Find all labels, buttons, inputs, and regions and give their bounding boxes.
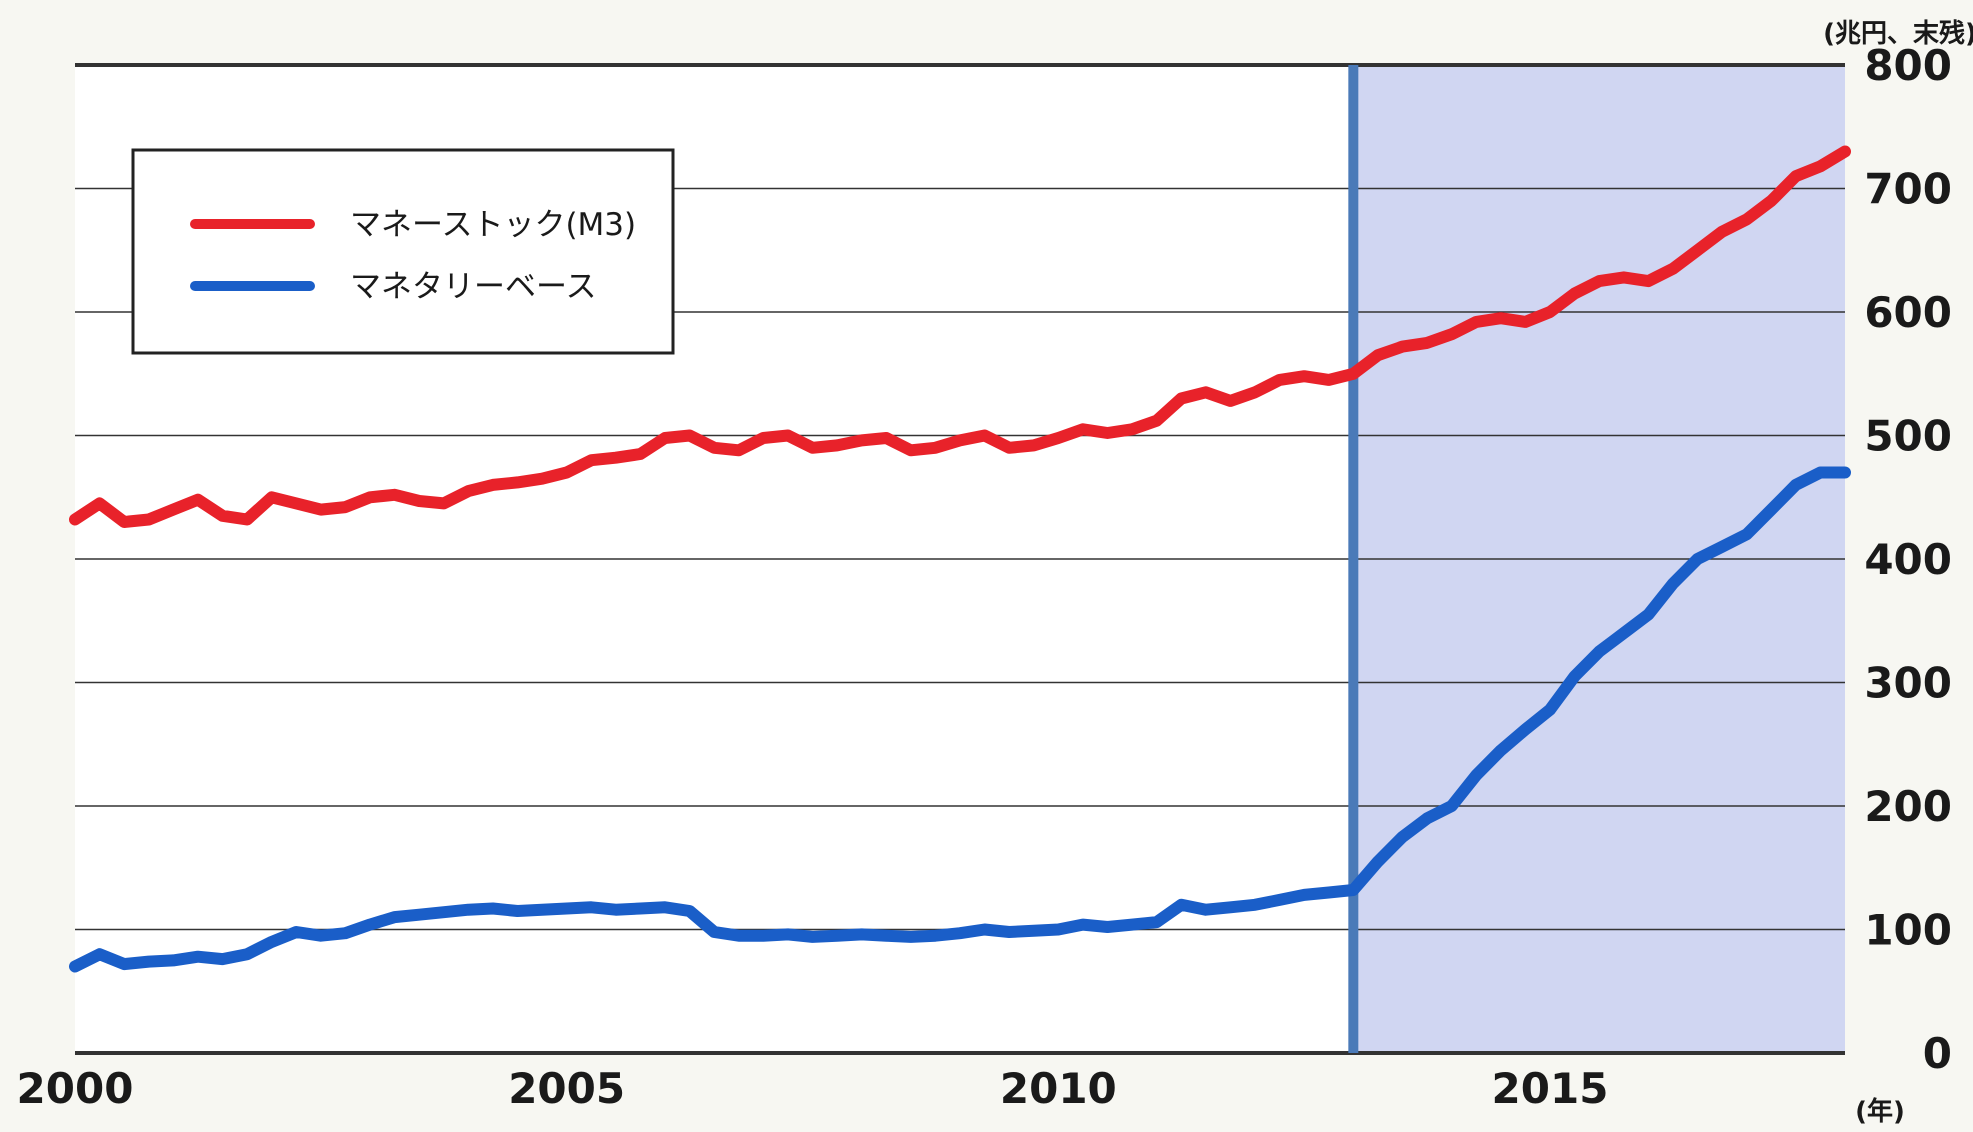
series-line-0 xyxy=(69,145,1851,528)
x-tick-label: 2000 xyxy=(17,1064,134,1113)
y-tick-label: 600 xyxy=(1864,288,1952,337)
x-tick-label: 2005 xyxy=(508,1064,625,1113)
y-unit-label: (兆円、末残) xyxy=(1823,19,1973,49)
y-tick-label: 300 xyxy=(1864,659,1952,708)
y-tick-label: 200 xyxy=(1864,782,1952,831)
x-tick-label: 2015 xyxy=(1492,1064,1609,1113)
legend-label-monetary-base: マネタリーベース xyxy=(350,269,596,305)
y-axis: 0 100 200 300 400 500 600 700 800 xyxy=(1864,41,1952,1078)
y-tick-label: 100 xyxy=(1864,906,1952,955)
legend-label-money-stock: マネーストック(M3) xyxy=(350,207,636,243)
y-tick-label: 500 xyxy=(1864,412,1952,461)
y-tick-label: 400 xyxy=(1864,535,1952,584)
y-tick-label: 0 xyxy=(1923,1029,1952,1078)
x-tick-label: 2010 xyxy=(1000,1064,1117,1113)
series-layer xyxy=(69,145,1851,973)
y-tick-label: 800 xyxy=(1864,41,1952,90)
x-axis: 2000 2005 2010 2015 xyxy=(17,1064,1609,1113)
x-unit-label: (年) xyxy=(1855,1096,1905,1127)
legend: マネーストック(M3) マネタリーベース xyxy=(131,148,675,355)
series-line-1 xyxy=(69,466,1851,973)
y-tick-label: 700 xyxy=(1864,165,1952,214)
legend-box xyxy=(131,148,675,355)
